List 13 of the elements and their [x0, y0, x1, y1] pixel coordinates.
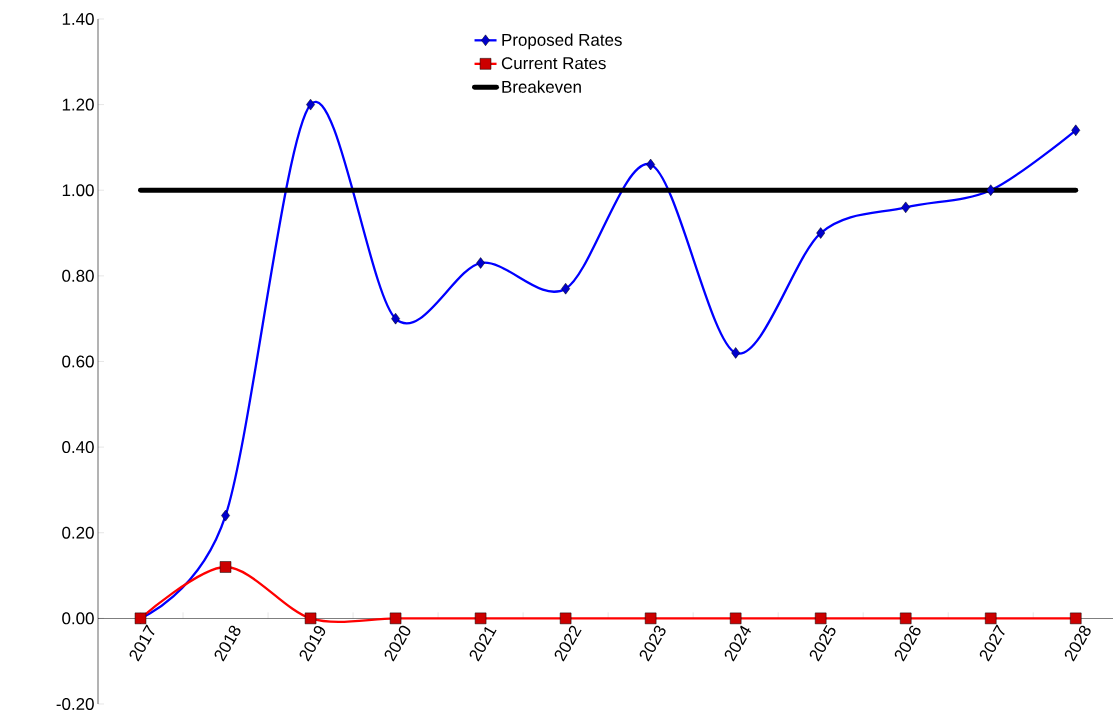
y-tick-label: 1.00 — [62, 184, 94, 197]
y-tick-label: 0.60 — [62, 355, 94, 368]
y-tick-label: 0.80 — [62, 269, 94, 282]
legend-label: Proposed Rates — [502, 33, 622, 50]
y-tick-label: 0.20 — [62, 526, 94, 539]
legend-label: Breakeven — [502, 80, 581, 93]
y-tick-label: 0.00 — [62, 612, 94, 625]
legend-label: Current Rates — [501, 57, 606, 70]
y-tick-label: 1.40 — [62, 12, 94, 25]
y-tick-label: 1.20 — [62, 98, 94, 111]
point — [986, 184, 996, 196]
y-tick-label: 0.40 — [62, 441, 94, 454]
y-tick-label: -0.20 — [56, 697, 94, 710]
